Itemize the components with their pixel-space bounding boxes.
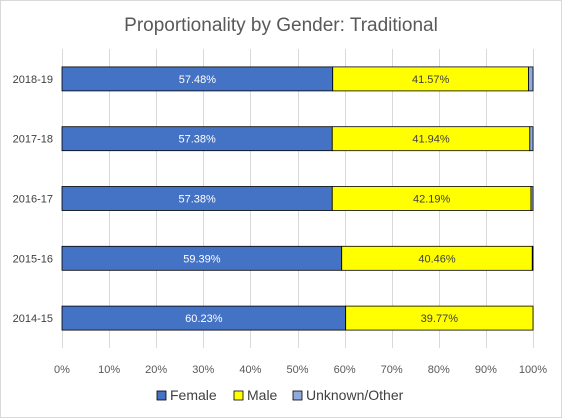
legend-label: Unknown/Other (306, 387, 404, 403)
axes: 0% 10% 20% 30% 40% 50% 60% 70% 80% 90% 100% 2018-19… (13, 74, 548, 376)
data-label: 41.94% (412, 134, 450, 146)
legend-swatch (292, 390, 303, 401)
bar-segment (61, 245, 343, 271)
data-label: 57.38% (178, 134, 216, 146)
bar-segment (531, 245, 534, 271)
bar-segment (332, 66, 529, 92)
x-tick-label: 90% (475, 364, 497, 376)
category-label: 2014-15 (13, 313, 53, 325)
legend: Female Male Unknown/Other (156, 387, 404, 403)
bar-segment (331, 126, 531, 152)
bar-segment (61, 66, 334, 92)
bar-segment (61, 186, 333, 211)
bar-segment (331, 186, 532, 211)
chart-title: Proportionality by Gender: Traditional (124, 15, 438, 36)
x-tick-label: 60% (334, 364, 356, 376)
legend-label: Female (170, 387, 217, 403)
category-label: 2015-16 (13, 253, 53, 265)
x-tick-label: 80% (428, 364, 450, 376)
data-label: 42.19% (413, 194, 451, 206)
bar-segment (61, 305, 347, 331)
x-tick-label: 40% (239, 364, 261, 376)
x-tick-label: 30% (192, 364, 214, 376)
data-label: 60.23% (185, 313, 223, 325)
legend-swatch (156, 390, 167, 401)
bar-segment (529, 126, 534, 152)
data-label: 57.48% (179, 74, 217, 86)
x-tick-label: 20% (145, 364, 167, 376)
legend-swatch (233, 390, 244, 401)
bars (61, 66, 534, 331)
x-tick-label: 10% (98, 364, 120, 376)
category-label: 2016-17 (13, 194, 53, 206)
x-tick-label: 50% (286, 364, 308, 376)
x-tick-label: 70% (381, 364, 403, 376)
data-label: 39.77% (421, 313, 459, 325)
bar-segment (528, 66, 534, 92)
data-labels: 57.48% 41.57% 57.38% 41.94% 57.38% 42.19% 59.3… (178, 74, 458, 325)
data-label: 40.46% (418, 253, 456, 265)
data-label: 59.39% (183, 253, 221, 265)
category-label: 2017-18 (13, 134, 53, 146)
data-label: 57.38% (178, 194, 216, 206)
bar-segment (345, 305, 534, 331)
category-label: 2018-19 (13, 74, 53, 86)
legend-label: Male (247, 387, 278, 403)
x-tick-label: 100% (519, 364, 547, 376)
x-tick-label: 0% (54, 364, 70, 376)
bar-segment (530, 186, 534, 211)
data-label: 41.57% (412, 74, 450, 86)
